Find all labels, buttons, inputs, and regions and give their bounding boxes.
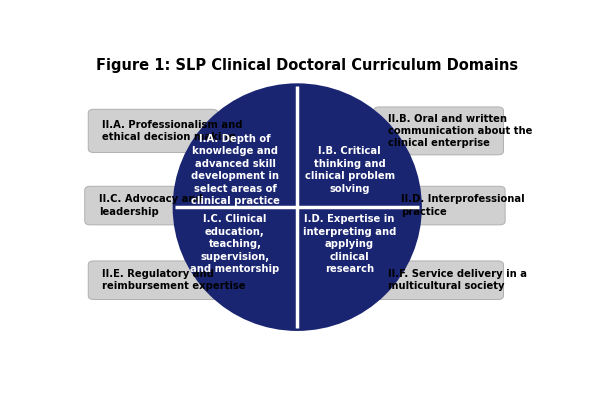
Text: II.F. Service delivery in a
multicultural society: II.F. Service delivery in a multicultura… xyxy=(388,269,527,291)
Text: I.B. Critical
thinking and
clinical problem
solving: I.B. Critical thinking and clinical prob… xyxy=(305,146,395,194)
Text: II.D. Interprofessional
practice: II.D. Interprofessional practice xyxy=(401,194,524,217)
FancyBboxPatch shape xyxy=(387,186,505,225)
FancyBboxPatch shape xyxy=(374,107,503,155)
Text: II.E. Regulatory and
reimbursement expertise: II.E. Regulatory and reimbursement exper… xyxy=(102,269,246,291)
Text: Figure 1: SLP Clinical Doctoral Curriculum Domains: Figure 1: SLP Clinical Doctoral Curricul… xyxy=(97,58,518,73)
Text: I.C. Clinical
education,
teaching,
supervision,
and mentorship: I.C. Clinical education, teaching, super… xyxy=(190,215,280,274)
FancyBboxPatch shape xyxy=(85,186,203,225)
Text: II.B. Oral and written
communication about the
clinical enterprise: II.B. Oral and written communication abo… xyxy=(388,114,532,148)
FancyBboxPatch shape xyxy=(88,261,218,299)
FancyBboxPatch shape xyxy=(88,109,218,153)
FancyBboxPatch shape xyxy=(374,261,503,299)
Text: I.D. Expertise in
interpreting and
applying
clinical
research: I.D. Expertise in interpreting and apply… xyxy=(303,215,396,274)
Text: II.C. Advocacy and
leadership: II.C. Advocacy and leadership xyxy=(99,194,202,217)
Text: I.A. Depth of
knowledge and
advanced skill
development in
select areas of
clinic: I.A. Depth of knowledge and advanced ski… xyxy=(191,134,280,206)
Text: II.A. Professionalism and
ethical decision making: II.A. Professionalism and ethical decisi… xyxy=(102,120,243,142)
Ellipse shape xyxy=(173,83,422,331)
